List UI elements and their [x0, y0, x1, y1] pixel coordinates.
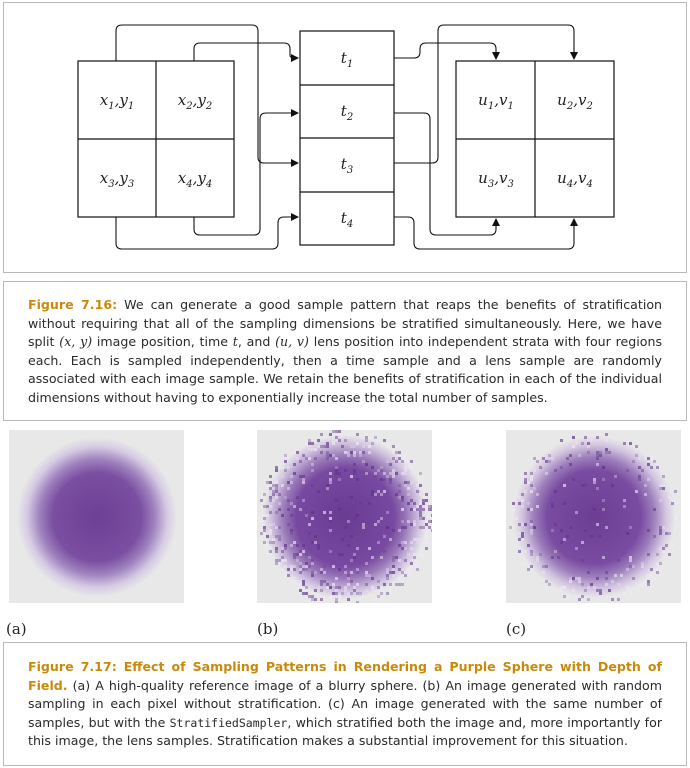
t-cell-4-label: t4 [341, 209, 353, 230]
xy-cell-3-label: x3,y3 [100, 169, 134, 190]
t-stack [299, 30, 395, 246]
sphere-image-stratified [506, 430, 681, 604]
code-stratified-sampler: StratifiedSampler [169, 715, 288, 730]
caption-text: Figure 7.16: We can generate a good samp… [28, 297, 663, 405]
sublabel-b: (b) [257, 620, 279, 638]
sublabel-c: (c) [506, 620, 527, 638]
uv-cell-2-label: u2,v2 [557, 91, 593, 112]
uv-cell-1-label: u1,v1 [478, 91, 514, 112]
sphere-image-random [257, 430, 434, 604]
figure-7-17-caption: Figure 7.17: Effect of Sampling Patterns… [3, 642, 687, 766]
caption-label: Figure 7.16: [28, 297, 118, 312]
uv-cell-4-label: u4,v4 [557, 169, 593, 190]
sphere-image-reference [9, 430, 184, 603]
xy-cell-1-label: x1,y1 [100, 91, 134, 112]
t-cell-3-label: t3 [341, 155, 353, 176]
caption-label: Figure 7.17: Effect of Sampling Patterns… [28, 659, 662, 693]
figure-7-16-diagram: x1,y1 x2,y2 x3,y3 x4,y4 t1 t2 t3 t4 u1,v… [3, 2, 687, 273]
connector-lines [115, 24, 578, 250]
caption-text: Figure 7.17: Effect of Sampling Patterns… [28, 659, 663, 748]
uv-cell-3-label: u3,v3 [478, 169, 514, 190]
stratification-diagram: x1,y1 x2,y2 x3,y3 x4,y4 t1 t2 t3 t4 u1,v… [77, 24, 615, 250]
sublabel-a: (a) [6, 620, 27, 638]
figure-7-16-caption: Figure 7.16: We can generate a good samp… [3, 281, 687, 421]
uv-grid [455, 60, 615, 218]
xy-cell-2-label: x2,y2 [178, 91, 212, 112]
t-cell-1-label: t1 [341, 49, 353, 70]
xy-grid [77, 60, 235, 218]
t-cell-2-label: t2 [341, 102, 353, 123]
xy-cell-4-label: x4,y4 [178, 169, 212, 190]
